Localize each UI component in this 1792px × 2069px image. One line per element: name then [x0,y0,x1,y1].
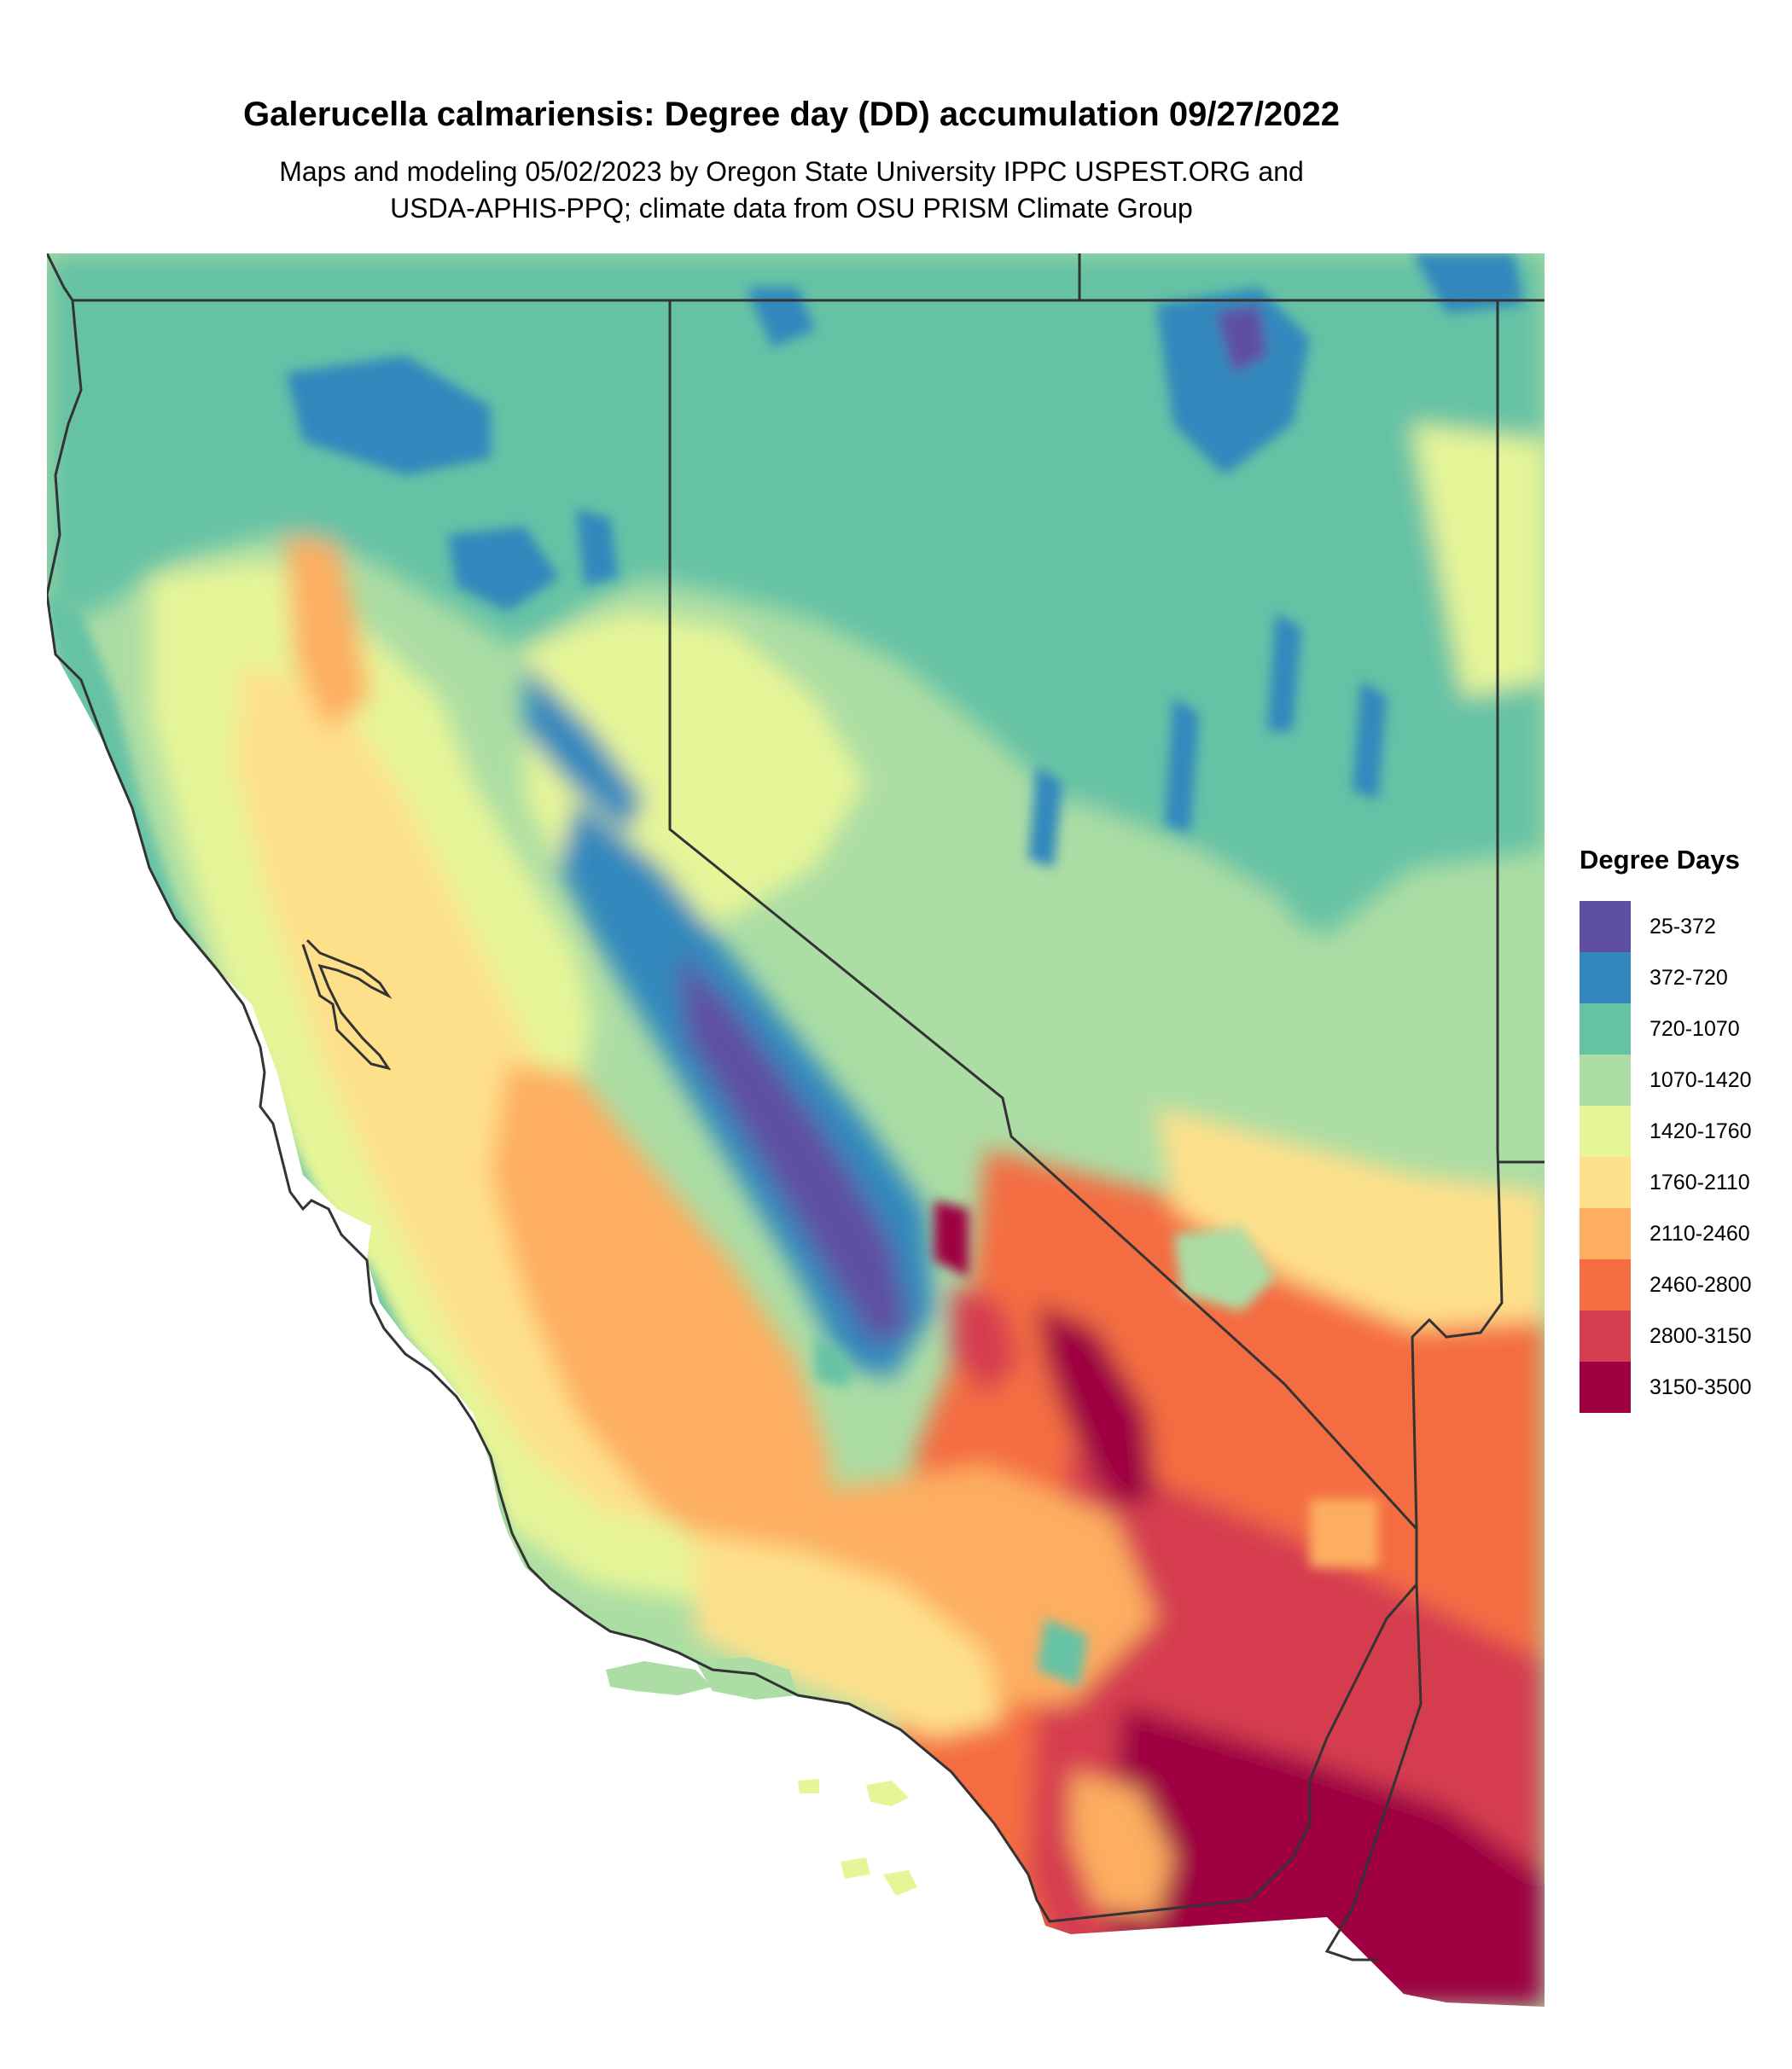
raster-layer [47,253,1545,2007]
legend: Degree Days 25-372 372-720 720-1070 1070-14… [1580,845,1776,1413]
subtitle-line-2: USDA-APHIS-PPQ; climate data from OSU PR… [390,193,1193,224]
california-border [73,299,1418,1923]
legend-swatch [1580,901,1631,952]
legend-swatch [1580,952,1631,1003]
legend-label: 2800-3150 [1649,1323,1752,1348]
legend-item: 3150-3500 [1580,1362,1776,1413]
degree-day-map [47,253,1545,2007]
legend-label: 25-372 [1649,914,1716,939]
arizona-border [1324,1584,1423,1961]
legend-swatch [1580,1362,1631,1413]
legend-item: 2460-2800 [1580,1259,1776,1311]
legend-swatch [1580,1106,1631,1157]
legend-item: 2800-3150 [1580,1311,1776,1362]
legend-label: 2110-2460 [1649,1221,1750,1246]
coastline [47,253,1030,1875]
legend-label: 372-720 [1649,965,1728,990]
legend-item: 2110-2460 [1580,1208,1776,1259]
legend-swatch [1580,1311,1631,1362]
legend-item: 1070-1420 [1580,1055,1776,1106]
map-subtitle: Maps and modeling 05/02/2023 by Oregon S… [0,154,1583,227]
legend-swatch [1580,1055,1631,1106]
subtitle-line-1: Maps and modeling 05/02/2023 by Oregon S… [279,156,1304,187]
legend-item: 720-1070 [1580,1003,1776,1055]
legend-swatch [1580,1003,1631,1055]
legend-label: 1070-1420 [1649,1067,1752,1092]
nevada-utah-east [1498,299,1545,1164]
state-borders [47,253,1545,1961]
legend-item: 1760-2110 [1580,1157,1776,1208]
nevada-border [670,299,1504,1530]
legend-label: 2460-2800 [1649,1272,1752,1297]
legend-item: 25-372 [1580,901,1776,952]
legend-label: 1760-2110 [1649,1170,1750,1194]
sf-bay [301,939,393,1071]
legend-label: 3150-3500 [1649,1374,1752,1399]
legend-label: 720-1070 [1649,1016,1740,1041]
legend-swatch [1580,1208,1631,1259]
legend-title: Degree Days [1580,845,1740,875]
map-title: Galerucella calmariensis: Degree day (DD… [242,96,1341,133]
map-canvas [47,253,1545,2007]
legend-swatch [1580,1259,1631,1311]
legend-items: 25-372 372-720 720-1070 1070-1420 1420-1760 1… [1580,901,1776,1413]
legend-item: 372-720 [1580,952,1776,1003]
legend-item: 1420-1760 [1580,1106,1776,1157]
legend-swatch [1580,1157,1631,1208]
legend-label: 1420-1760 [1649,1119,1752,1143]
channel-islands [606,1657,917,1896]
